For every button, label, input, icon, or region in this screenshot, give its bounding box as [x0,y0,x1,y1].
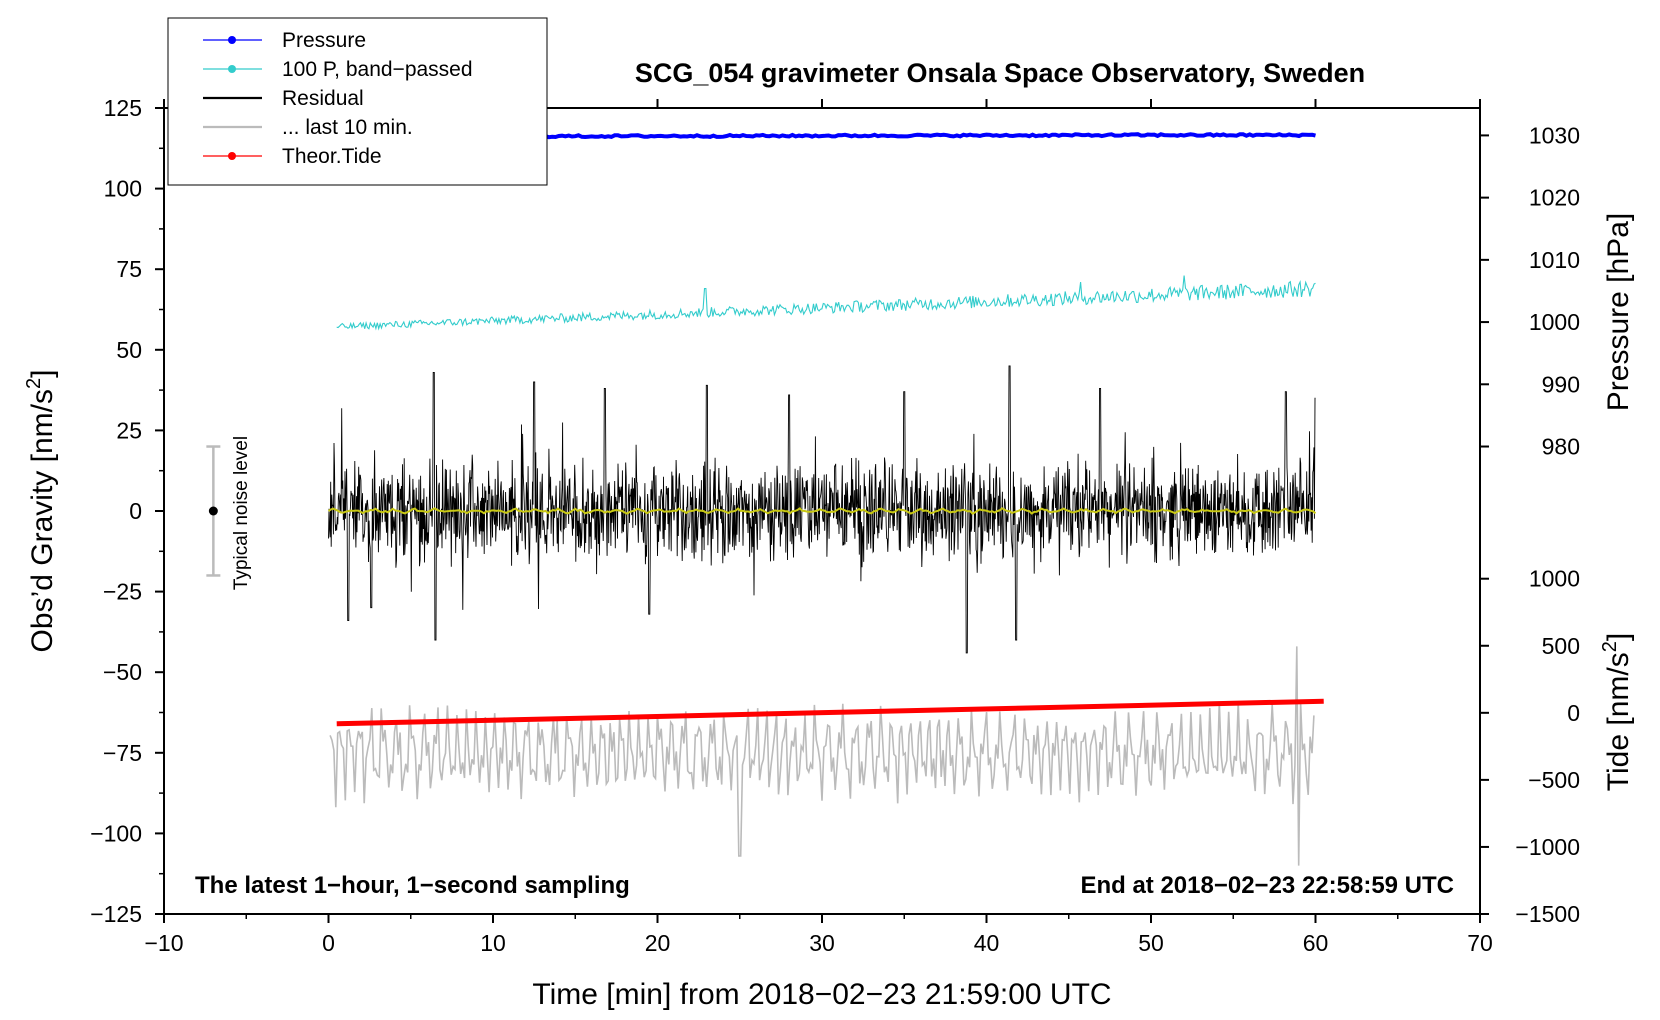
legend-label: Residual [282,87,364,110]
tide-axis-tick-label: −500 [1528,767,1580,793]
noise-level-indicator [206,445,221,577]
x-tick-label: 60 [1303,930,1329,956]
tide-axis-ticks: −1500 −1000 −500 0 500 1000 [1480,566,1580,927]
legend-label: Pressure [282,29,366,52]
x-tick-label: 10 [480,930,506,956]
legend-marker [228,152,236,160]
tide-axis-tick-label: −1500 [1515,901,1580,927]
tide-axis-tick-label: 1000 [1529,566,1580,592]
series-layer [327,132,1324,866]
legend-label: 100 P, band−passed [282,58,473,81]
end-time-annotation: End at 2018−02−23 22:58:59 UTC [1080,872,1454,899]
pressure-axis-tick-label: 980 [1542,434,1580,460]
sampling-annotation: The latest 1−hour, 1−second sampling [195,872,630,899]
series-band-passed-line [336,275,1316,331]
pressure-axis-ticks: 980 990 1000 1010 1020 1030 [1480,122,1580,460]
y-tick-label: −125 [90,901,142,927]
y-tick-label: 125 [104,95,142,121]
series-residual-line [328,365,1316,654]
x-tick-label: 20 [645,930,671,956]
series-last-10-min-line [329,646,1315,866]
x-tick-label: 0 [322,930,335,956]
tide-axis-tick-label: 0 [1567,700,1580,726]
pressure-axis-label: Pressure [hPa] [1602,213,1635,411]
noise-level-label: Typical noise level [231,436,252,590]
tide-axis-tick-label: 500 [1542,633,1580,659]
y-tick-label: 75 [116,256,142,282]
y-tick-label: −75 [103,740,142,766]
legend: Pressure 100 P, band−passed Residual ... la… [167,17,548,186]
y-tick-label: −25 [103,579,142,605]
y-axis-ticks: −125 −100 −75 −50 −25 0 25 50 75 100 125 [90,95,164,927]
legend-marker [228,65,236,73]
noise-bar-point [208,506,218,516]
x-axis-ticks: −10 0 10 20 30 40 50 60 70 [144,99,1493,956]
chart-title: SCG_054 gravimeter Onsala Space Observat… [635,58,1365,88]
series-tide-line [336,698,1324,727]
series-residual-smoothed-line [327,507,1317,515]
x-tick-label: 50 [1138,930,1164,956]
legend-label: ... last 10 min. [282,116,413,139]
tide-axis-tick-label: −1000 [1515,834,1580,860]
pressure-axis-tick-label: 990 [1542,371,1580,397]
pressure-axis-tick-label: 1020 [1529,185,1580,211]
y-tick-label: 100 [104,176,142,202]
y-tick-label: 50 [116,337,142,363]
y-tick-label: 25 [116,417,142,443]
x-tick-label: −10 [144,930,183,956]
y-tick-label: 0 [129,498,142,524]
x-tick-label: 30 [809,930,835,956]
y-tick-label: −50 [103,659,142,685]
x-axis-label: Time [min] from 2018−02−23 21:59:00 UTC [532,978,1111,1011]
legend-label: Theor.Tide [282,145,382,168]
x-tick-label: 40 [974,930,1000,956]
y-axis-label: Obs’d Gravity [nm/s2] [23,370,59,653]
pressure-axis-tick-label: 1000 [1529,309,1580,335]
tide-axis-label: Tide [nm/s2] [1599,633,1635,791]
legend-marker [228,36,236,44]
x-tick-label: 70 [1467,930,1493,956]
pressure-axis-tick-label: 1010 [1529,247,1580,273]
y-tick-label: −100 [90,820,142,846]
pressure-axis-tick-label: 1030 [1529,122,1580,148]
